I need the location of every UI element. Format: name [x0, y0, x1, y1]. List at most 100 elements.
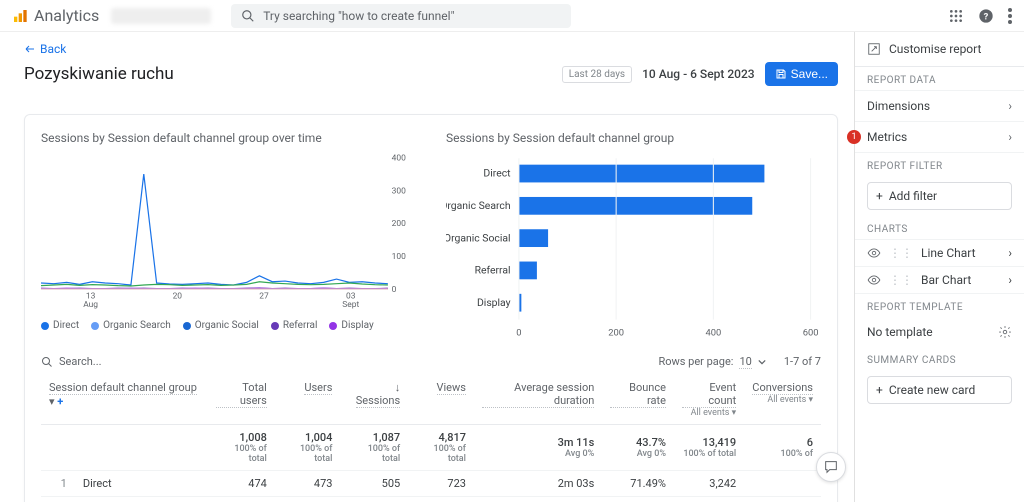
metric-cell: 71.49% — [602, 470, 674, 496]
legend-item[interactable]: Direct — [41, 320, 79, 331]
global-search[interactable]: Try searching "how to create funnel" — [231, 4, 571, 28]
legend-item[interactable]: Organic Social — [183, 320, 259, 331]
table-row[interactable]: 2Organic Search3773764801,0493m 36s19.38… — [41, 496, 821, 502]
customise-title: Customise report — [889, 42, 981, 56]
metric-header[interactable]: Total users — [208, 375, 275, 425]
customise-panel: Customise report REPORT DATA Dimensions … — [854, 32, 1024, 502]
date-preset-pill[interactable]: Last 28 days — [562, 66, 632, 83]
table-header-row: Session default channel group ▾ +Total u… — [41, 375, 821, 425]
drag-handle-icon[interactable]: ⋮⋮ — [889, 273, 913, 287]
template-row[interactable]: No template — [855, 317, 1024, 347]
svg-text:Aug: Aug — [83, 300, 98, 310]
drag-handle-icon[interactable]: ⋮⋮ — [889, 246, 913, 260]
summary-cell: 1,004100% of total — [275, 424, 341, 470]
page-range: 1-7 of 7 — [784, 355, 821, 368]
line-chart: 010020030040013Aug202703Sept — [41, 153, 416, 312]
metrics-row[interactable]: 1 Metrics › — [855, 122, 1024, 153]
metric-cell: 473 — [275, 470, 341, 496]
date-range[interactable]: 10 Aug - 6 Sept 2023 — [642, 67, 755, 81]
legend-label: Display — [341, 320, 373, 331]
metric-header[interactable]: Average session duration — [474, 375, 602, 425]
svg-text:0: 0 — [516, 327, 521, 338]
section-report-template: REPORT TEMPLATE — [855, 294, 1024, 317]
summary-cell: 3m 11sAvg 0% — [474, 424, 602, 470]
analytics-logo[interactable]: Analytics — [12, 6, 99, 25]
metric-header[interactable]: Users — [275, 375, 341, 425]
legend-label: Referral — [283, 320, 318, 331]
rows-per-page-label: Rows per page: — [658, 355, 733, 368]
more-icon[interactable] — [1008, 8, 1012, 24]
metric-cell: 3,242 — [674, 470, 744, 496]
page-title: Pozyskiwanie ruchu — [24, 64, 174, 84]
metric-cell: 2m 03s — [474, 470, 602, 496]
help-icon[interactable]: ? — [978, 8, 994, 24]
apps-icon[interactable] — [948, 8, 964, 24]
svg-text:200: 200 — [392, 219, 406, 229]
metric-cell: 474 — [208, 470, 275, 496]
back-label: Back — [40, 42, 66, 56]
dimensions-label: Dimensions — [867, 99, 930, 113]
svg-text:100: 100 — [392, 252, 406, 262]
section-report-filter: REPORT FILTER — [855, 153, 1024, 176]
analytics-icon — [12, 8, 28, 24]
table-search[interactable]: Search... — [41, 355, 102, 368]
metric-header[interactable]: Bounce rate — [602, 375, 674, 425]
svg-text:300: 300 — [392, 186, 406, 196]
svg-text:400: 400 — [392, 154, 406, 164]
visibility-icon[interactable] — [867, 246, 881, 260]
metric-cell: 377 — [208, 496, 275, 502]
add-filter-button[interactable]: + Add filter — [867, 182, 1012, 210]
back-link[interactable]: Back — [24, 42, 838, 56]
save-button[interactable]: Save... — [765, 62, 838, 86]
chevron-down-icon[interactable] — [758, 358, 766, 366]
svg-text:Direct: Direct — [483, 167, 511, 180]
metric-header[interactable]: ConversionsAll events ▾ — [744, 375, 821, 425]
create-card-button[interactable]: + Create new card — [867, 376, 1012, 404]
chevron-right-icon: › — [1008, 99, 1012, 113]
metric-header[interactable]: Event countAll events ▾ — [674, 375, 744, 425]
search-placeholder: Try searching "how to create funnel" — [263, 9, 454, 23]
feedback-fab[interactable] — [816, 452, 846, 482]
metric-cell — [744, 496, 821, 502]
section-summary-cards: SUMMARY CARDS — [855, 347, 1024, 370]
metric-header[interactable]: ↓ Sessions — [340, 375, 408, 425]
charts-card: Sessions by Session default channel grou… — [24, 114, 838, 502]
summary-cell: 13,419100% of total — [674, 424, 744, 470]
metric-header[interactable]: Views — [408, 375, 474, 425]
svg-text:0: 0 — [392, 285, 397, 295]
svg-text:Organic Social: Organic Social — [446, 231, 511, 244]
summary-row: 1,008100% of total1,004100% of total1,08… — [41, 424, 821, 470]
dimensions-row[interactable]: Dimensions › — [855, 90, 1024, 122]
dimension-cell: Direct — [75, 470, 208, 496]
rows-per-page-value[interactable]: 10 — [739, 355, 751, 369]
table-row[interactable]: 1Direct4744735057232m 03s71.49%3,242 — [41, 470, 821, 496]
no-template-label: No template — [867, 325, 933, 339]
summary-cell: 4,817100% of total — [408, 424, 474, 470]
legend-item[interactable]: Organic Search — [91, 320, 171, 331]
line-chart-row[interactable]: ⋮⋮ Line Chart › — [855, 239, 1024, 267]
metric-cell: 723 — [408, 470, 474, 496]
legend-label: Organic Social — [195, 320, 259, 331]
bar-chart-panel: Sessions by Session default channel grou… — [446, 131, 821, 341]
bar-chart: DirectOrganic SearchOrganic SocialReferr… — [446, 153, 821, 341]
legend-item[interactable]: Display — [329, 320, 373, 331]
create-card-label: Create new card — [889, 383, 975, 397]
svg-text:200: 200 — [608, 327, 624, 338]
line-chart-legend: Direct Organic Search Organic Social Referr… — [41, 320, 416, 331]
plus-icon: + — [876, 189, 883, 203]
metrics-badge: 1 — [847, 130, 861, 144]
svg-text:Display: Display — [477, 296, 511, 309]
metric-cell: 3m 36s — [474, 496, 602, 502]
gear-icon[interactable] — [998, 325, 1012, 339]
legend-item[interactable]: Referral — [271, 320, 318, 331]
table-search-placeholder: Search... — [59, 355, 102, 368]
visibility-icon[interactable] — [867, 273, 881, 287]
chevron-right-icon: › — [1008, 273, 1012, 287]
metric-cell: 19.38% — [602, 496, 674, 502]
line-chart-panel: Sessions by Session default channel grou… — [41, 131, 416, 341]
top-bar: Analytics Try searching "how to create f… — [0, 0, 1024, 32]
row-number: 2 — [41, 496, 75, 502]
dimension-header[interactable]: Session default channel group ▾ + — [41, 375, 208, 425]
bar-chart-row[interactable]: ⋮⋮ Bar Chart › — [855, 267, 1024, 294]
section-charts: CHARTS — [855, 216, 1024, 239]
